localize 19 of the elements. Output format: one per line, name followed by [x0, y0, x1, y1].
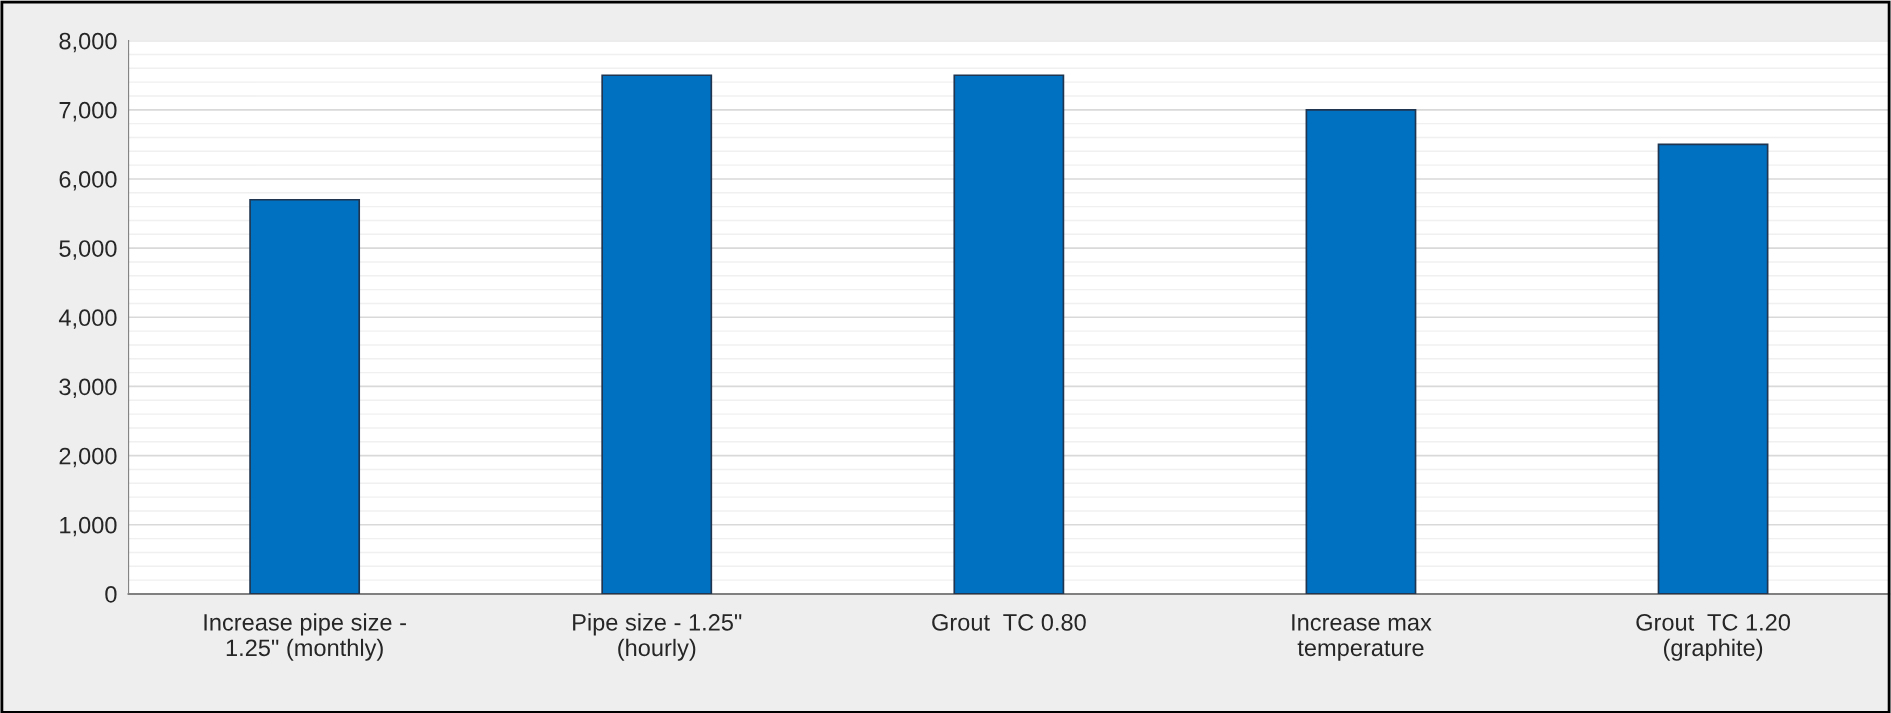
- bar: [1305, 108, 1417, 594]
- x-tick-label: Increase pipe size - 1.25" (monthly): [204, 613, 406, 661]
- bar: [601, 74, 713, 594]
- bar: [953, 74, 1065, 594]
- y-tick-label: 8,000: [59, 32, 117, 53]
- y-tick-label: 3,000: [59, 378, 117, 399]
- y-tick-label: 2,000: [59, 447, 117, 468]
- x-tick-label: Increase max temperature: [1292, 614, 1432, 661]
- y-tick-label: 0: [105, 586, 117, 603]
- bar: [1657, 143, 1769, 594]
- x-tick-label: Grout TC 1.20 (graphite): [1636, 614, 1791, 661]
- bar: [249, 198, 361, 594]
- x-tick-label: Pipe size - 1.25" (hourly): [573, 613, 742, 661]
- y-tick-label: 1,000: [60, 516, 117, 537]
- y-tick-label: 4,000: [58, 309, 117, 329]
- x-tick-label: Grout TC 0.80: [932, 614, 1086, 631]
- y-tick-label: 6,000: [59, 171, 117, 191]
- y-tick-label: 7,000: [59, 101, 117, 122]
- y-tick-label: 5,000: [59, 240, 117, 260]
